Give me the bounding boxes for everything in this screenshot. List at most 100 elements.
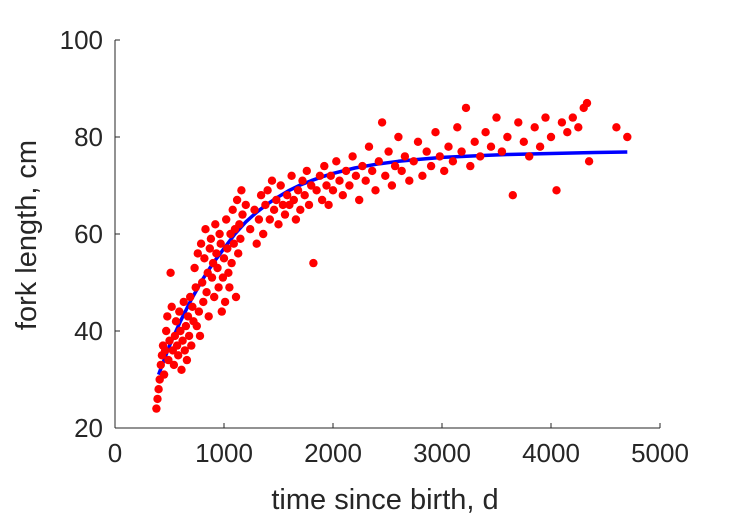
y-tick-label: 40 bbox=[74, 316, 103, 346]
data-point bbox=[612, 123, 621, 132]
data-point bbox=[413, 137, 423, 146]
x-tick-label: 2000 bbox=[304, 438, 362, 468]
data-point bbox=[422, 147, 431, 156]
data-point bbox=[172, 341, 182, 350]
x-axis: 0 1000 2000 3000 4000 5000 bbox=[108, 423, 689, 468]
data-point bbox=[481, 128, 490, 137]
data-point bbox=[267, 176, 277, 185]
data-point bbox=[191, 283, 200, 292]
data-point bbox=[153, 394, 162, 404]
x-tick-label: 1000 bbox=[195, 438, 253, 468]
data-point bbox=[220, 297, 230, 307]
data-point bbox=[470, 137, 479, 146]
data-point bbox=[154, 385, 163, 394]
data-point bbox=[280, 210, 290, 219]
data-point bbox=[187, 341, 196, 350]
data-point bbox=[152, 404, 161, 413]
data-point bbox=[291, 215, 301, 224]
x-axis-label: time since birth, d bbox=[271, 484, 498, 516]
data-point bbox=[345, 181, 354, 190]
data-point bbox=[225, 283, 234, 292]
x-tick-label: 3000 bbox=[413, 438, 471, 468]
data-point bbox=[231, 292, 241, 302]
data-point bbox=[409, 157, 418, 166]
data-point bbox=[201, 225, 210, 234]
data-point bbox=[377, 118, 387, 127]
data-point bbox=[250, 205, 259, 214]
data-point bbox=[181, 321, 191, 331]
data-point bbox=[199, 297, 208, 307]
data-point bbox=[274, 220, 283, 229]
data-point bbox=[219, 254, 229, 263]
data-point bbox=[166, 268, 175, 277]
data-point bbox=[525, 152, 534, 161]
data-point bbox=[212, 249, 221, 258]
data-point bbox=[232, 195, 242, 205]
data-point bbox=[178, 336, 187, 345]
data-point bbox=[246, 225, 255, 234]
data-point bbox=[229, 239, 238, 248]
data-point bbox=[486, 142, 496, 151]
data-point bbox=[448, 157, 458, 166]
data-point bbox=[287, 171, 296, 180]
data-point bbox=[241, 200, 250, 210]
data-point bbox=[228, 205, 237, 214]
data-point bbox=[355, 195, 364, 205]
data-point bbox=[167, 302, 176, 311]
data-point bbox=[582, 98, 592, 108]
data-point bbox=[300, 191, 309, 200]
data-point bbox=[557, 118, 567, 127]
data-point bbox=[546, 132, 556, 142]
data-point bbox=[211, 220, 220, 229]
data-point bbox=[457, 147, 466, 156]
data-point bbox=[215, 229, 224, 239]
data-point bbox=[259, 229, 268, 239]
data-point bbox=[200, 254, 209, 263]
data-point bbox=[371, 186, 380, 195]
data-point bbox=[236, 234, 245, 243]
y-tick-label: 80 bbox=[74, 122, 103, 152]
data-point bbox=[182, 355, 192, 365]
data-point bbox=[238, 210, 247, 219]
data-point bbox=[252, 239, 261, 248]
data-point bbox=[394, 132, 403, 142]
y-axis-label: fork length, cm bbox=[11, 140, 43, 330]
data-point bbox=[184, 331, 194, 341]
data-point bbox=[265, 215, 274, 224]
data-point bbox=[476, 152, 485, 161]
data-point bbox=[322, 181, 331, 190]
data-point bbox=[351, 171, 361, 180]
data-point bbox=[278, 200, 288, 210]
data-point bbox=[206, 234, 216, 243]
data-point bbox=[210, 292, 219, 302]
data-point bbox=[223, 244, 232, 253]
data-point bbox=[387, 181, 397, 190]
data-point bbox=[552, 186, 561, 195]
data-point bbox=[218, 273, 228, 282]
data-point bbox=[400, 152, 410, 161]
data-point bbox=[261, 200, 270, 210]
data-point bbox=[358, 161, 367, 171]
data-point bbox=[390, 161, 400, 171]
data-point bbox=[222, 215, 231, 224]
data-point bbox=[254, 215, 264, 224]
data-point bbox=[418, 171, 427, 180]
data-point bbox=[163, 312, 172, 321]
data-point bbox=[204, 312, 213, 321]
data-point bbox=[227, 258, 236, 268]
data-point bbox=[196, 239, 206, 248]
plot-area bbox=[152, 98, 632, 413]
x-tick-label: 0 bbox=[108, 438, 122, 468]
data-point bbox=[492, 113, 501, 122]
data-point bbox=[426, 161, 436, 171]
data-point bbox=[335, 176, 344, 185]
data-point bbox=[193, 249, 202, 258]
data-point bbox=[164, 355, 173, 365]
data-point bbox=[315, 171, 325, 180]
data-point bbox=[217, 307, 226, 316]
data-point bbox=[461, 103, 471, 113]
y-tick-label: 60 bbox=[74, 219, 103, 249]
data-point bbox=[194, 307, 204, 316]
data-point bbox=[165, 336, 174, 345]
data-point bbox=[320, 161, 329, 171]
